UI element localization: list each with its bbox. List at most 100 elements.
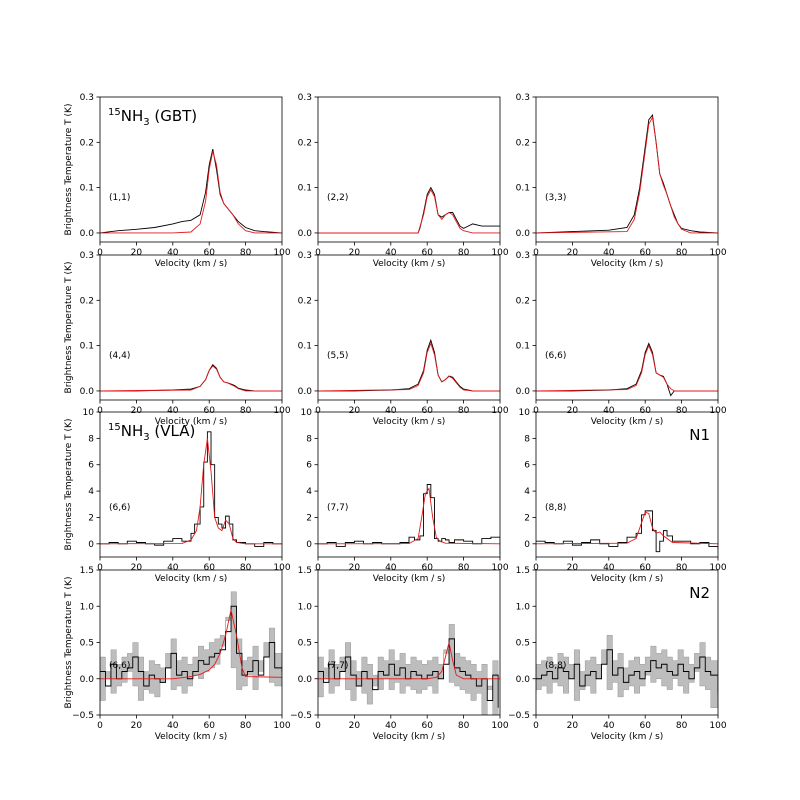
spectrum-panel-2: 0 20 40 60 80 100 0.0 0.1 0.2 0.3 Velocity (km / s…: [516, 93, 727, 269]
x-tick-label: 40: [385, 563, 397, 573]
spectrum-panel-7: 0 20 40 60 80 100 0 2 4 6 8 10 Velocity (km / s) (7,7…: [301, 408, 509, 584]
y-tick-label: 0.2: [298, 138, 312, 148]
y-tick-label: 1.0: [516, 602, 531, 612]
x-tick-label: 0: [97, 406, 103, 416]
x-axis-label: Velocity (km / s): [591, 732, 664, 742]
x-tick-label: 60: [421, 248, 433, 258]
x-tick-label: 100: [273, 721, 290, 731]
plot-area: [318, 338, 500, 392]
molecule-row-label: 15NH3 (VLA): [108, 422, 195, 443]
spectrum-panel-10: 0 20 40 60 80 100 −0.5 0.0 0.5 1.0 1.5 Velocity (km…: [290, 566, 509, 742]
y-tick-label: 8: [524, 434, 530, 444]
observed-spectrum-line: [100, 605, 282, 687]
uncertainty-band: [318, 624, 499, 715]
x-tick-label: 20: [567, 248, 579, 258]
y-tick-label: −0.5: [290, 711, 312, 721]
y-tick-label: 8: [88, 434, 94, 444]
y-tick-label: 1.0: [80, 602, 95, 612]
x-tick-label: 80: [676, 563, 688, 573]
axes-frame: [317, 96, 501, 243]
model-fit-line: [318, 487, 500, 545]
axes-frame: [317, 254, 501, 401]
x-tick-label: 80: [458, 563, 470, 573]
y-tick-label: 0.3: [298, 93, 312, 103]
model-fit-line: [318, 342, 500, 392]
axes-frame: [535, 96, 719, 243]
x-tick-label: 40: [167, 563, 179, 573]
y-tick-label: 0.0: [516, 229, 531, 239]
x-tick-label: 40: [385, 406, 397, 416]
observed-spectrum-line: [100, 431, 282, 547]
x-tick-label: 80: [458, 248, 470, 258]
plot-area: [100, 363, 282, 392]
y-tick-label: 0.1: [516, 342, 530, 352]
spectrum-panel-8: 0 20 40 60 80 100 0 2 4 6 8 10 Velocity (km / s) (8,8…: [519, 408, 727, 584]
x-tick-label: 80: [676, 248, 688, 258]
x-tick-label: 60: [203, 721, 215, 731]
x-tick-label: 40: [603, 563, 615, 573]
x-tick-label: 100: [273, 248, 290, 258]
x-tick-label: 60: [421, 563, 433, 573]
axes-frame: [535, 254, 719, 401]
y-tick-label: 0.2: [298, 296, 312, 306]
x-tick-label: 0: [315, 721, 321, 731]
spectrum-panel-1: 0 20 40 60 80 100 0.0 0.1 0.2 0.3 Velocity (km / s…: [298, 93, 509, 269]
transition-label: (3,3): [545, 193, 566, 203]
x-tick-label: 40: [385, 248, 397, 258]
y-tick-label: 0.3: [516, 93, 530, 103]
model-fit-line: [536, 344, 718, 392]
x-tick-label: 60: [639, 248, 651, 258]
observed-spectrum-line: [536, 649, 718, 694]
plot-area: [100, 149, 282, 234]
x-tick-label: 40: [385, 721, 397, 731]
x-tick-label: 100: [709, 248, 726, 258]
axes-frame: [535, 411, 719, 558]
y-tick-label: 10: [519, 408, 531, 418]
y-tick-label: 8: [306, 434, 312, 444]
y-tick-label: 0.0: [80, 387, 95, 397]
y-tick-label: 0.0: [298, 675, 313, 685]
x-tick-label: 40: [167, 406, 179, 416]
y-tick-label: 1.5: [516, 566, 530, 576]
x-tick-label: 100: [709, 721, 726, 731]
model-fit-line: [100, 438, 282, 545]
x-tick-label: 80: [676, 406, 688, 416]
x-axis-label: Velocity (km / s): [155, 259, 228, 269]
y-tick-label: 0.1: [516, 184, 530, 194]
x-tick-label: 80: [240, 563, 252, 573]
y-tick-label: 0.3: [80, 93, 94, 103]
x-tick-label: 20: [131, 563, 143, 573]
x-tick-label: 0: [97, 248, 103, 258]
y-tick-label: 0: [524, 540, 530, 550]
x-axis-label: Velocity (km / s): [155, 732, 228, 742]
uncertainty-band: [100, 591, 282, 701]
y-tick-label: 1.0: [298, 602, 313, 612]
y-tick-label: 0.1: [80, 184, 94, 194]
y-tick-label: 0.2: [80, 138, 94, 148]
plot-area: [100, 591, 282, 701]
transition-label: (7,7): [327, 661, 348, 671]
x-tick-label: 20: [567, 406, 579, 416]
x-tick-label: 60: [639, 563, 651, 573]
y-tick-label: 0.0: [516, 675, 531, 685]
y-tick-label: 6: [306, 461, 312, 471]
x-axis-label: Velocity (km / s): [373, 417, 446, 427]
region-label: N1: [689, 426, 710, 444]
plot-area: [536, 635, 718, 708]
observed-spectrum-line: [318, 338, 500, 392]
x-tick-label: 80: [240, 406, 252, 416]
spectrum-panel-9: 0 20 40 60 80 100 −0.5 0.0 0.5 1.0 1.5 Velocity (km…: [64, 566, 291, 742]
x-tick-label: 0: [97, 563, 103, 573]
y-tick-label: 2: [524, 513, 530, 523]
region-label: N2: [689, 584, 710, 602]
x-tick-label: 20: [131, 406, 143, 416]
x-axis-label: Velocity (km / s): [155, 574, 228, 584]
x-tick-label: 40: [603, 406, 615, 416]
axes-frame: [99, 254, 283, 401]
x-axis-label: Velocity (km / s): [373, 732, 446, 742]
y-tick-label: 0.3: [298, 251, 312, 261]
transition-label: (6,6): [109, 503, 130, 513]
x-tick-label: 0: [315, 406, 321, 416]
